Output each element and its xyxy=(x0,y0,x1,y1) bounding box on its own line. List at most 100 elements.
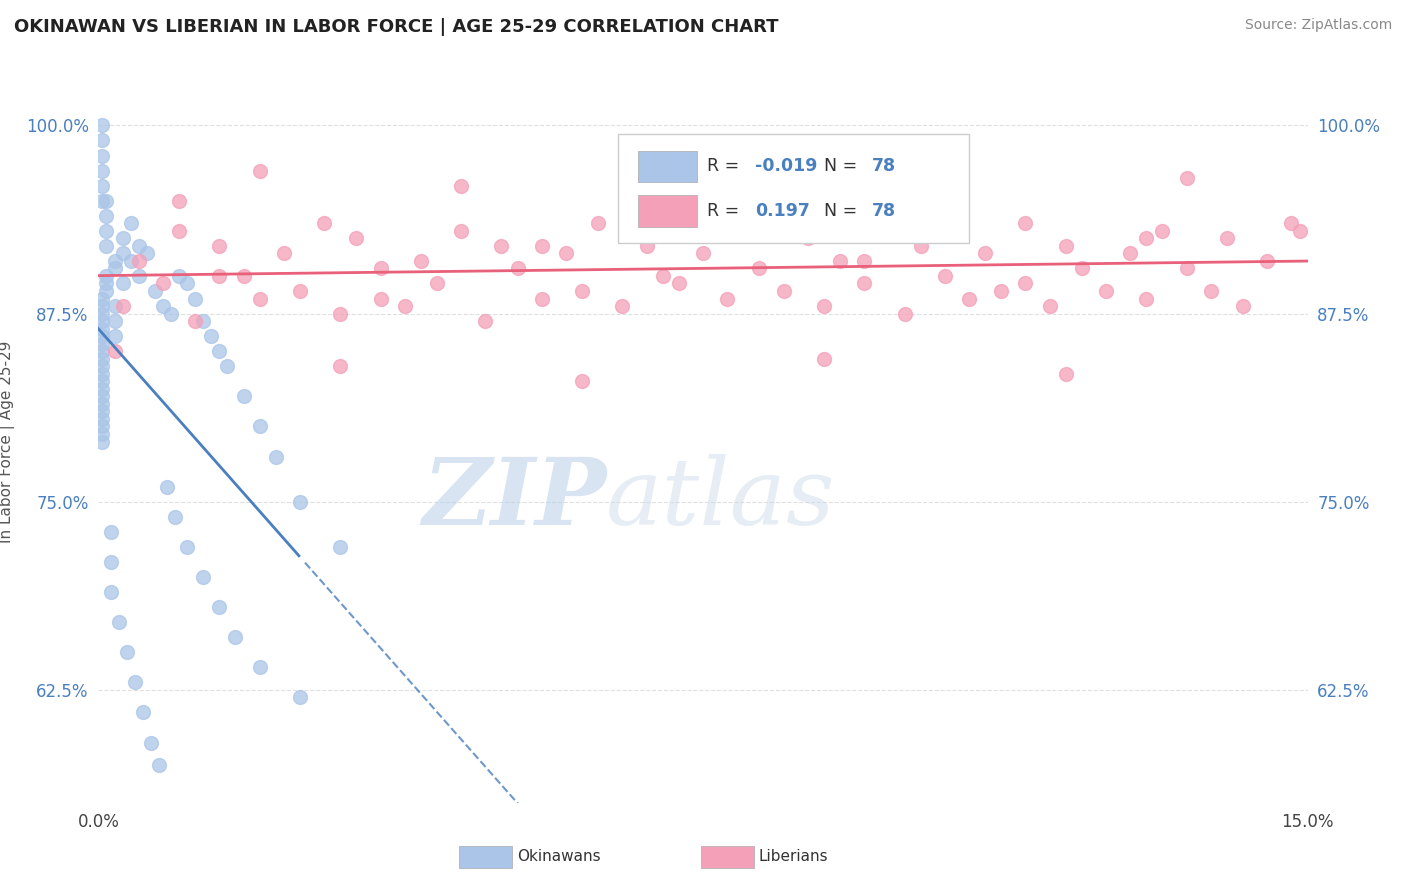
Point xyxy=(288,284,311,298)
Point xyxy=(934,268,956,283)
Point xyxy=(934,163,956,178)
Point xyxy=(1281,216,1303,230)
Point xyxy=(1175,261,1198,276)
Point xyxy=(156,480,179,494)
Point xyxy=(586,216,609,230)
Point xyxy=(1014,216,1036,230)
Point xyxy=(100,555,122,569)
Point xyxy=(748,261,770,276)
Point xyxy=(329,359,352,374)
Point xyxy=(249,292,271,306)
Point xyxy=(651,268,673,283)
Point xyxy=(813,351,835,366)
Point xyxy=(990,284,1012,298)
Point xyxy=(91,307,114,321)
Text: Liberians: Liberians xyxy=(759,849,828,864)
Point xyxy=(163,509,186,524)
Point xyxy=(208,344,231,359)
Point xyxy=(91,314,114,328)
Point xyxy=(152,277,174,291)
Point xyxy=(208,268,231,283)
Text: R =: R = xyxy=(707,202,744,220)
Point xyxy=(91,299,114,313)
Point xyxy=(176,540,198,554)
Point xyxy=(273,246,295,260)
Point xyxy=(135,246,157,260)
Text: 0.197: 0.197 xyxy=(755,202,810,220)
Point xyxy=(853,253,876,268)
Point xyxy=(91,404,114,418)
Point xyxy=(910,239,932,253)
Text: ZIP: ZIP xyxy=(422,454,606,544)
Text: Okinawans: Okinawans xyxy=(517,849,600,864)
Point xyxy=(264,450,287,464)
Point xyxy=(426,277,449,291)
Point xyxy=(288,690,311,705)
FancyBboxPatch shape xyxy=(619,135,969,243)
Point xyxy=(120,253,142,268)
Point xyxy=(128,253,150,268)
Point xyxy=(160,307,183,321)
Y-axis label: In Labor Force | Age 25-29: In Labor Force | Age 25-29 xyxy=(0,341,14,542)
Point xyxy=(450,224,472,238)
Point xyxy=(111,299,134,313)
Point xyxy=(91,329,114,343)
Point xyxy=(612,299,634,313)
Point xyxy=(103,299,125,313)
Point xyxy=(370,261,392,276)
Point xyxy=(571,375,593,389)
Point xyxy=(103,344,125,359)
Point xyxy=(143,284,166,298)
Point xyxy=(91,367,114,381)
Point xyxy=(100,585,122,599)
FancyBboxPatch shape xyxy=(700,847,754,868)
Point xyxy=(208,600,231,615)
Point xyxy=(1070,261,1092,276)
Text: Source: ZipAtlas.com: Source: ZipAtlas.com xyxy=(1244,18,1392,32)
Point xyxy=(115,645,138,659)
Point xyxy=(636,239,658,253)
Point xyxy=(193,570,215,584)
Point xyxy=(91,375,114,389)
Point xyxy=(491,239,513,253)
Point xyxy=(96,224,118,238)
Text: -0.019: -0.019 xyxy=(755,157,817,176)
Point xyxy=(91,133,114,147)
FancyBboxPatch shape xyxy=(638,195,697,227)
Point xyxy=(530,292,553,306)
Point xyxy=(249,163,271,178)
Point xyxy=(91,178,114,193)
Point xyxy=(96,209,118,223)
Point xyxy=(1119,246,1142,260)
Point xyxy=(329,540,352,554)
Point xyxy=(249,419,271,434)
Point xyxy=(111,246,134,260)
Point xyxy=(224,630,246,644)
Point xyxy=(249,660,271,674)
Point xyxy=(167,194,190,208)
Point xyxy=(232,389,254,403)
Point xyxy=(103,329,125,343)
Point xyxy=(103,253,125,268)
Point xyxy=(692,246,714,260)
Point xyxy=(152,299,174,313)
Point xyxy=(450,178,472,193)
Point xyxy=(1152,224,1174,238)
Point xyxy=(772,284,794,298)
Point xyxy=(974,246,997,260)
Point xyxy=(91,292,114,306)
Point xyxy=(1095,284,1118,298)
Point xyxy=(1216,231,1239,245)
Point xyxy=(96,194,118,208)
Point xyxy=(813,299,835,313)
Text: R =: R = xyxy=(707,157,744,176)
Point xyxy=(111,231,134,245)
Point xyxy=(329,307,352,321)
Point xyxy=(853,277,876,291)
Point xyxy=(394,299,416,313)
Point xyxy=(1039,299,1062,313)
Point xyxy=(124,675,146,690)
Point xyxy=(167,268,190,283)
Point xyxy=(91,321,114,335)
Text: atlas: atlas xyxy=(606,454,835,544)
